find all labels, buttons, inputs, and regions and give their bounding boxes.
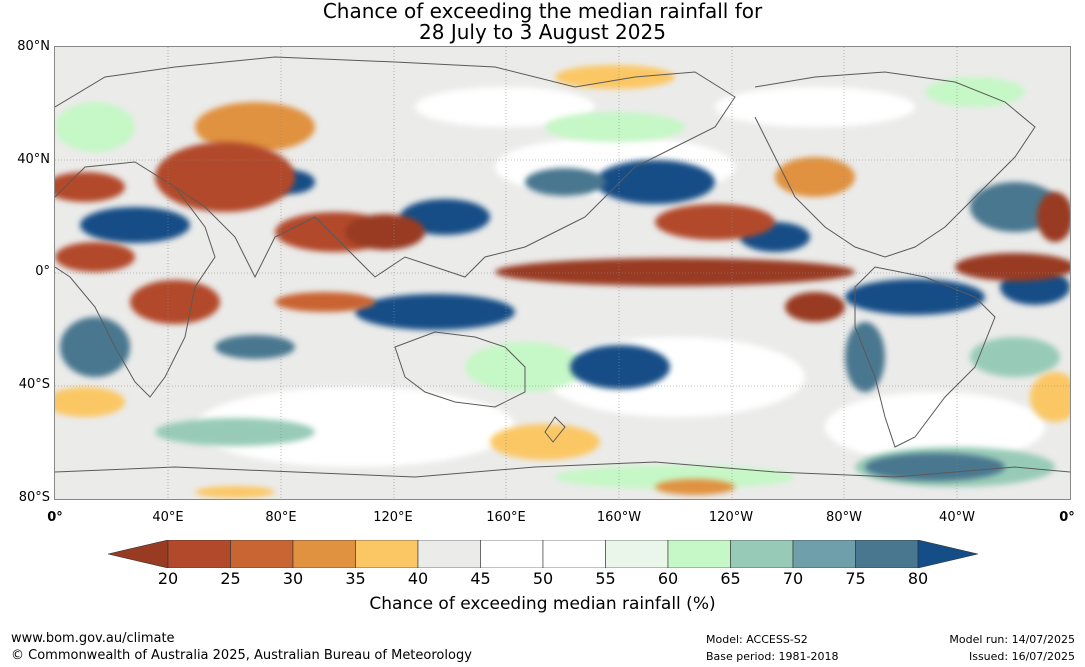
map-title-line-2: 28 July to 3 August 2025 [419, 20, 666, 44]
lon-label-40w: 40°W [939, 510, 975, 525]
legend-low-extension [108, 540, 169, 568]
continent-coastlines [55, 56, 1070, 478]
footer-model-run: Model run: 14/07/2025 [949, 633, 1075, 646]
blue-much-wetter-regions [60, 160, 1070, 481]
legend-swatch [792, 540, 856, 568]
legend-tick-label: 65 [720, 569, 741, 588]
legend-swatch [667, 540, 731, 568]
coast-south-america [854, 266, 996, 448]
footer-model: Model: ACCESS-S2 [706, 633, 808, 646]
legend-tick-label: 75 [845, 569, 866, 588]
lon-label-0-left: 0° [47, 510, 63, 525]
legend-tick-label: 80 [907, 569, 929, 588]
legend-swatch [167, 540, 231, 568]
coast-africa [55, 161, 216, 398]
lat-label-40n: 40°N [17, 152, 50, 167]
lon-label-160e: 160°E [486, 510, 526, 525]
legend-swatch [355, 540, 419, 568]
coast-antarctica [55, 461, 1070, 478]
legend-title: Chance of exceeding median rainfall (%) [369, 594, 716, 614]
lat-label-80s: 80°S [18, 490, 50, 505]
rainfall-probability-map [54, 46, 1071, 500]
graticule [55, 47, 1070, 499]
legend-swatch [730, 540, 794, 568]
legend-tick-label: 70 [782, 569, 804, 588]
legend-high-extension [917, 540, 978, 568]
legend-swatch [292, 540, 356, 568]
legend-swatch [230, 540, 294, 568]
brown-much-drier-regions [55, 142, 1070, 324]
legend-tick-label: 55 [595, 569, 616, 588]
lat-label-40s: 40°S [18, 377, 50, 392]
lat-label-equator: 0° [35, 264, 50, 279]
legend-swatch [480, 540, 544, 568]
map-canvas [55, 47, 1070, 499]
legend-tick-label: 50 [532, 569, 554, 588]
legend-tick-label: 60 [657, 569, 679, 588]
lon-label-0-right: 0° [1059, 510, 1075, 525]
legend-swatch [605, 540, 669, 568]
legend-swatch [417, 540, 481, 568]
legend-tick-label: 25 [220, 569, 241, 588]
legend-tick-label: 45 [470, 569, 491, 588]
legend-swatch [855, 540, 919, 568]
lon-label-80w: 80°W [826, 510, 862, 525]
coast-north-america [754, 71, 1036, 258]
map-title-line-1: Chance of exceeding the median rainfall … [322, 0, 763, 23]
lon-label-80e: 80°E [265, 510, 297, 525]
coast-australia [394, 331, 526, 408]
legend-swatch [542, 540, 606, 568]
footer-website: www.bom.gov.au/climate [11, 631, 175, 646]
footer-copyright: © Commonwealth of Australia 2025, Austra… [11, 648, 472, 663]
footer-issued: Issued: 16/07/2025 [968, 650, 1075, 663]
legend-tick-label: 40 [407, 569, 429, 588]
lon-label-120w: 120°W [708, 510, 754, 525]
legend-tick-label: 30 [282, 569, 304, 588]
legend-tick-label: 20 [157, 569, 179, 588]
yellow-drier-regions [55, 65, 1070, 498]
lat-label-80n: 80°N [17, 39, 50, 54]
coast-new-zealand [544, 416, 566, 443]
lon-label-40e: 40°E [152, 510, 184, 525]
lon-label-160w: 160°W [596, 510, 642, 525]
legend-tick-label: 35 [345, 569, 366, 588]
legend-colorbar [108, 540, 978, 568]
lon-label-120e: 120°E [373, 510, 413, 525]
coast-eurasia [55, 56, 736, 279]
footer-base-period: Base period: 1981-2018 [706, 650, 839, 663]
